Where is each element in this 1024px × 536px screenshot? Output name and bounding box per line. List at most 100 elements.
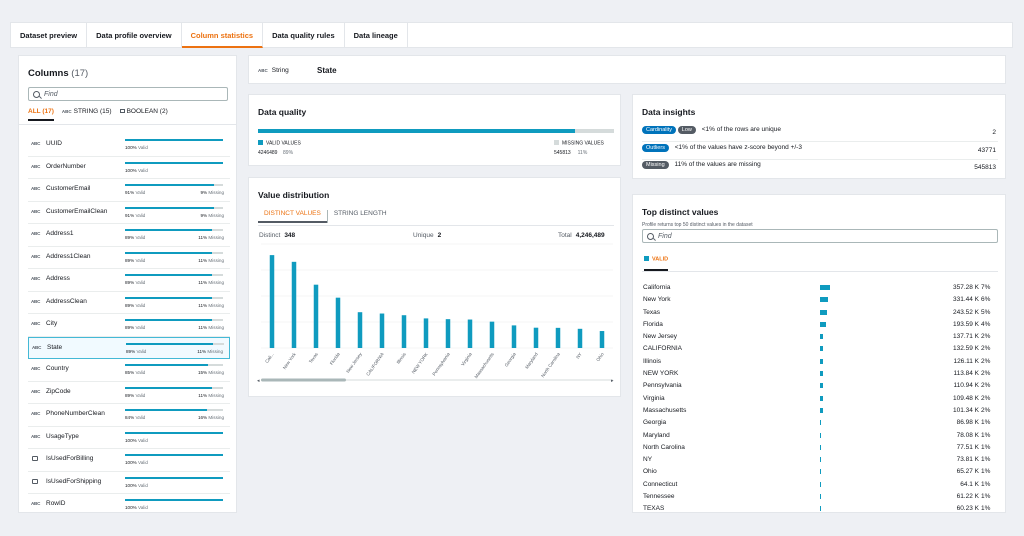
column-valid-bar: [125, 139, 223, 141]
distinct-value-count: 73.81 K: [956, 456, 979, 464]
valid-word: Valid: [135, 302, 146, 308]
column-item[interactable]: ABC CustomerEmail 91% Valid 9% Missing: [28, 179, 230, 202]
column-item[interactable]: ABC City 89% Valid 11% Missing: [28, 314, 230, 337]
chart-tick-label: CALIFORNIA: [365, 352, 385, 377]
column-item[interactable]: ABC ZipCode 89% Valid 11% Missing: [28, 382, 230, 404]
chart-bar[interactable]: [489, 321, 495, 348]
column-valid-fill: [125, 161, 223, 164]
data-quality-title: Data quality: [258, 107, 307, 117]
column-valid-pct: 100%: [125, 460, 137, 465]
distinct-values-chart: Cali... New York Texas Florida New Jersey CAL…: [257, 243, 614, 384]
total-value: 4,246,489: [575, 232, 605, 239]
distinct-value-count: 86.98 K: [956, 419, 979, 427]
column-item[interactable]: ABC UsageType 100% Valid: [28, 427, 230, 449]
distinct-value-row: Tennessee 61.22 K 1%: [642, 493, 998, 505]
column-item[interactable]: ABC Country 85% Valid 15% Missing: [28, 359, 230, 382]
column-item[interactable]: ABC Address1 89% Valid 11% Missing: [28, 224, 230, 247]
chart-tick-label: New Jersey: [345, 351, 363, 374]
total-stat: Total 4,246,489: [558, 232, 605, 239]
string-type-icon: ABC: [31, 163, 41, 169]
missing-text: 11% of the values are missing: [674, 161, 761, 168]
chart-scrollbar-thumb[interactable]: [261, 378, 346, 382]
chart-bar[interactable]: [577, 328, 583, 348]
column-item[interactable]: ABC PhoneNumberClean 84% Valid 16% Missing: [28, 404, 230, 427]
column-valid-fill: [125, 364, 209, 366]
chart-bar[interactable]: [335, 297, 341, 348]
insight-row-missing: Missing 11% of the values are missing 54…: [642, 161, 998, 177]
chart-bar[interactable]: [423, 318, 429, 348]
selected-column-type: ABC String: [258, 67, 289, 74]
chart-tick-label: Maryland: [524, 351, 539, 369]
columns-search-input[interactable]: Find: [28, 87, 228, 101]
chart-bar[interactable]: [313, 284, 319, 348]
distinct-value-count: 61.22 K: [956, 493, 979, 501]
column-item[interactable]: ABC CustomerEmailClean 91% Valid 9% Missing: [28, 202, 230, 224]
column-valid-fill: [125, 251, 213, 254]
column-item[interactable]: ABC State 89% Valid 11% Missing: [28, 336, 230, 359]
distinct-value-count: 132.59 K: [952, 345, 979, 353]
chart-bar[interactable]: [511, 325, 517, 348]
chart-bar[interactable]: [599, 331, 605, 348]
column-item[interactable]: ABC OrderNumber 100% Valid: [28, 157, 230, 179]
chart-bar[interactable]: [379, 313, 385, 348]
distinct-label: Distinct: [259, 232, 281, 239]
tab-column-statistics[interactable]: Column statistics: [181, 23, 264, 48]
distinct-value-pct: 1%: [981, 480, 991, 488]
column-missing-text: 15% Missing: [198, 370, 224, 375]
column-item[interactable]: ABC UUID 100% Valid: [28, 134, 230, 157]
column-item[interactable]: ABC RowID 100% Valid: [28, 494, 230, 512]
column-item[interactable]: IsUsedForBilling 100% Valid: [28, 449, 230, 472]
column-name: PhoneNumberClean: [46, 410, 105, 417]
chart-tick-label: Ohio: [595, 351, 605, 362]
distinct-value-name: Illinois: [643, 357, 662, 365]
tab-dataset-preview[interactable]: Dataset preview: [11, 23, 88, 48]
chart-bar[interactable]: [467, 319, 473, 348]
column-valid-bar: [125, 296, 223, 299]
tab-data-lineage[interactable]: Data lineage: [345, 23, 408, 48]
distinct-value-row: Texas 243.52 K 5%: [642, 309, 998, 321]
filter-boolean[interactable]: BOOLEAN (2): [119, 108, 168, 121]
scroll-right-icon[interactable]: ▸: [611, 378, 614, 384]
distinct-value-pct: 2%: [981, 345, 991, 353]
valid-values-legend: VALID VALUES: [258, 140, 301, 147]
column-item[interactable]: ABC AddressClean 89% Valid 11% Missing: [28, 292, 230, 314]
column-missing-pct: 9%: [200, 190, 208, 195]
tab-data-quality-rules[interactable]: Data quality rules: [263, 23, 345, 48]
chart-bar[interactable]: [555, 327, 561, 348]
column-valid-text: 89% Valid: [125, 325, 145, 330]
valid-legend-tab[interactable]: VALID: [644, 256, 669, 271]
filter-string[interactable]: ABC STRING (15): [62, 108, 112, 121]
filter-all[interactable]: ALL (17): [28, 108, 54, 121]
column-item[interactable]: ABC Address1Clean 89% Valid 11% Missing: [28, 247, 230, 269]
scroll-left-icon[interactable]: ◂: [257, 378, 260, 384]
chart-bar[interactable]: [401, 315, 407, 348]
column-name: RowID: [46, 500, 66, 507]
distinct-value-pct: 2%: [981, 333, 991, 341]
outliers-pill: Outliers: [642, 144, 669, 152]
boolean-type-icon: [32, 456, 38, 461]
column-item[interactable]: ABC Address 89% Valid 11% Missing: [28, 269, 230, 292]
distinct-stat: Distinct 348: [259, 232, 295, 239]
filter-boolean-label: BOOLEAN (2): [126, 108, 168, 115]
filter-divider: [19, 124, 236, 125]
column-valid-text: 84% Valid: [125, 415, 145, 420]
chart-bar[interactable]: [269, 255, 275, 348]
distinct-value-row: Ohio 65.27 K 1%: [642, 468, 998, 480]
data-quality-bar: [258, 129, 614, 133]
top-distinct-search-input[interactable]: Find: [642, 229, 998, 243]
string-type-icon: ABC: [31, 298, 41, 304]
distinct-value-row: New York 331.44 K 6%: [642, 296, 998, 308]
tab-string-length[interactable]: STRING LENGTH: [326, 210, 393, 223]
column-item[interactable]: IsUsedForShipping 100% Valid: [28, 472, 230, 494]
top-tabs: Dataset preview Data profile overview Co…: [10, 22, 1013, 48]
column-valid-bar: [125, 364, 223, 366]
chart-bar[interactable]: [533, 327, 539, 348]
unique-value: 2: [437, 232, 442, 239]
columns-search-placeholder: Find: [44, 90, 58, 98]
chart-bar[interactable]: [445, 319, 451, 348]
tab-distinct-values[interactable]: DISTINCT VALUES: [258, 210, 327, 223]
tab-data-profile-overview[interactable]: Data profile overview: [87, 23, 182, 48]
valid-word: Valid: [138, 460, 148, 465]
chart-bar[interactable]: [357, 312, 363, 348]
chart-bar[interactable]: [291, 261, 297, 348]
